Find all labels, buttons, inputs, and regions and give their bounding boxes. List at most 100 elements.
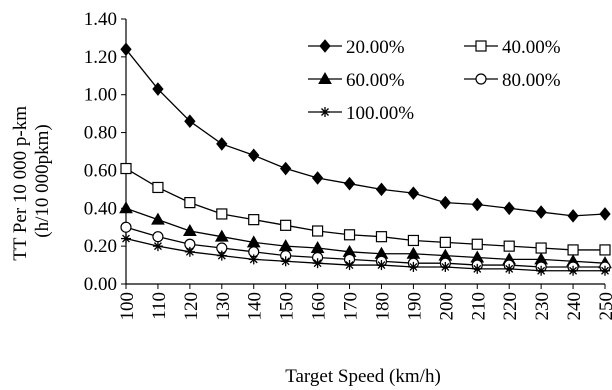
series-1 <box>120 162 611 256</box>
data-point <box>312 258 323 269</box>
x-tick-label: 240 <box>564 292 585 321</box>
data-point <box>600 265 610 276</box>
legend-marker <box>475 73 487 85</box>
y-tick-label: 0.60 <box>84 160 117 181</box>
data-point <box>375 231 388 243</box>
data-point <box>343 176 356 191</box>
data-point <box>248 148 260 163</box>
x-tick-label: 230 <box>532 292 553 321</box>
y-tick-label: 0.20 <box>84 236 117 257</box>
data-point <box>214 229 229 242</box>
x-tick-label: 190 <box>404 292 425 321</box>
data-point <box>471 197 483 212</box>
series-line-2 <box>125 207 606 264</box>
x-tick-label: 170 <box>341 292 362 321</box>
data-point <box>151 212 165 225</box>
data-point <box>376 260 387 271</box>
data-point <box>184 246 195 257</box>
data-point <box>183 223 197 236</box>
data-point <box>121 233 131 244</box>
legend-marker <box>318 71 332 84</box>
data-point <box>567 244 579 256</box>
data-point <box>599 244 611 256</box>
legend-marker <box>320 107 330 117</box>
data-point <box>216 137 228 151</box>
y-tick-label: 0.40 <box>84 198 117 219</box>
data-point <box>535 205 547 219</box>
legend-marker <box>319 39 331 53</box>
legend: 20.00% 40.00% 60.00% 80.00% 100.00% <box>308 37 561 124</box>
data-point <box>119 201 133 214</box>
x-tick-label: 200 <box>436 292 457 321</box>
x-tick-label: 110 <box>149 292 170 320</box>
legend-label: 80.00% <box>502 70 561 91</box>
data-point <box>248 214 260 226</box>
y-axis-title-line-1: TT Per 10 000 p-km <box>10 106 31 261</box>
x-tick-label: 250 <box>596 292 612 321</box>
series-0 <box>120 42 611 223</box>
legend-label: 100.00% <box>346 103 414 124</box>
data-point <box>216 208 228 220</box>
x-tick-label: 210 <box>468 292 489 321</box>
y-tick-label: 0.80 <box>84 123 117 144</box>
data-point <box>152 82 164 96</box>
series-line-3 <box>125 226 605 268</box>
data-point <box>248 254 259 265</box>
x-axis-title: Target Speed (km/h) <box>285 366 441 387</box>
y-axis-title-line-2: (h/10 000pkm) <box>32 124 53 237</box>
legend-entry-0: 20.00% <box>308 37 405 58</box>
data-point <box>184 114 196 128</box>
legend-label: 60.00% <box>346 70 405 91</box>
data-point <box>344 260 355 271</box>
series-line-4 <box>125 237 605 272</box>
data-point <box>503 240 515 252</box>
data-point <box>152 231 164 243</box>
data-point <box>407 186 420 200</box>
data-point <box>280 161 292 176</box>
axes: 0.00 0.20 0.40 0.60 0.80 1.00 1.20 1.40 100 110 12… <box>84 9 612 321</box>
legend-entry-1: 40.00% <box>464 37 561 58</box>
data-point <box>216 250 227 261</box>
series-4 <box>121 233 610 276</box>
data-point <box>503 201 515 216</box>
data-point <box>536 265 547 276</box>
data-point <box>504 263 515 274</box>
legend-marker <box>475 40 487 52</box>
data-point <box>472 263 483 274</box>
y-tick-label: 0.00 <box>84 274 117 295</box>
y-axis-title: TT Per 10 000 p-km (h/10 000pkm) <box>10 101 53 261</box>
data-point <box>406 246 421 259</box>
legend-entry-3: 80.00% <box>464 70 561 91</box>
x-tick-label: 100 <box>117 292 138 321</box>
data-point <box>407 234 419 247</box>
data-point <box>152 241 163 252</box>
data-point <box>599 207 611 221</box>
data-point <box>120 42 132 57</box>
legend-entry-4: 100.00% <box>308 103 414 124</box>
data-point <box>311 171 324 185</box>
data-point <box>408 261 419 272</box>
data-point <box>312 225 324 237</box>
y-tick-label: 1.20 <box>84 47 117 68</box>
data-point <box>439 195 451 210</box>
data-point <box>535 242 547 254</box>
legend-label: 20.00% <box>346 37 405 58</box>
x-tick-label: 180 <box>372 292 393 321</box>
x-tick-label: 120 <box>181 292 202 321</box>
data-point <box>568 265 579 276</box>
data-point <box>280 256 291 267</box>
y-tick-label: 1.40 <box>84 9 117 30</box>
data-point <box>440 261 451 272</box>
series-layer <box>119 42 612 276</box>
x-tick-label: 220 <box>500 292 521 321</box>
x-tick-label: 130 <box>213 292 234 321</box>
series-line-1 <box>125 167 605 251</box>
data-point <box>567 209 579 223</box>
series-line-0 <box>125 48 606 217</box>
x-tick-label: 140 <box>245 292 266 321</box>
data-point <box>120 221 132 233</box>
data-point <box>184 197 196 209</box>
legend-label: 40.00% <box>502 37 561 58</box>
data-point <box>471 238 483 250</box>
